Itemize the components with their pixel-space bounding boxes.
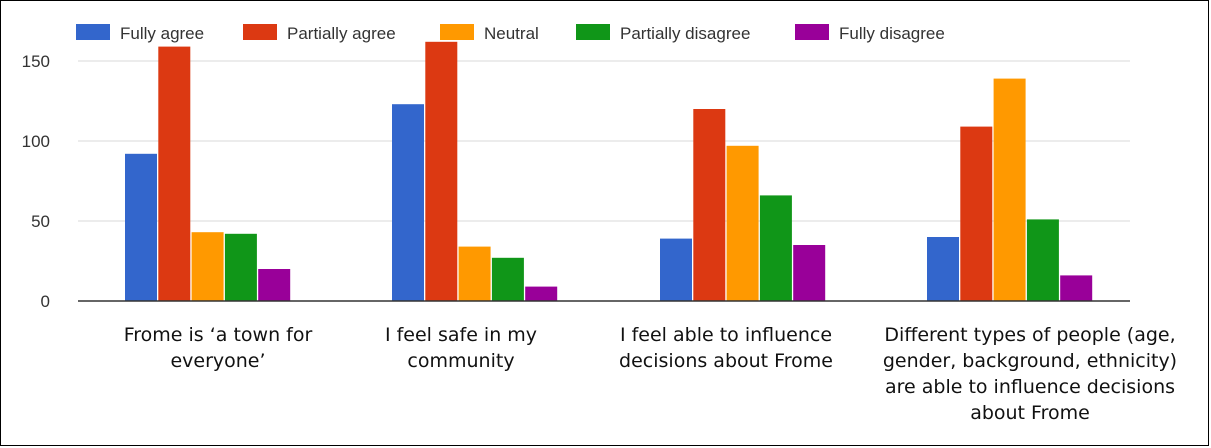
category-label: about Frome bbox=[970, 402, 1090, 424]
y-tick-label: 50 bbox=[31, 212, 50, 231]
gridlines bbox=[78, 60, 1130, 222]
bar-partially-disagree-1 bbox=[224, 233, 257, 301]
bar-partially-agree-1 bbox=[158, 46, 191, 301]
bar-partially-agree-3 bbox=[693, 109, 726, 301]
category-label: everyone’ bbox=[170, 350, 265, 372]
legend-label: Neutral bbox=[484, 24, 539, 43]
legend-label: Fully agree bbox=[120, 24, 204, 43]
category-label: gender, background, ethnicity) bbox=[883, 350, 1177, 372]
legend-swatch bbox=[440, 24, 474, 40]
bar-fully-disagree-1 bbox=[258, 269, 291, 301]
legend-swatch bbox=[243, 24, 277, 40]
bar-fully-disagree-4 bbox=[1060, 275, 1093, 301]
bar-fully-agree-1 bbox=[125, 153, 157, 301]
legend-item: Fully disagree bbox=[795, 24, 945, 43]
legend-swatch bbox=[795, 24, 829, 40]
category-label: Frome is ‘a town for bbox=[124, 324, 313, 346]
legend-label: Partially agree bbox=[287, 24, 396, 43]
y-tick-label: 0 bbox=[41, 292, 50, 311]
legend-item: Fully agree bbox=[76, 24, 204, 43]
legend-label: Partially disagree bbox=[620, 24, 750, 43]
bar-partially-agree-2 bbox=[425, 41, 458, 302]
category-label: Different types of people (age, bbox=[884, 324, 1175, 346]
bar-fully-agree-2 bbox=[392, 104, 424, 301]
y-axis-ticks: 0 50 100 150 bbox=[22, 52, 50, 311]
legend-swatch bbox=[76, 24, 110, 40]
bar-partially-disagree-3 bbox=[759, 195, 792, 301]
y-tick-label: 100 bbox=[22, 132, 50, 151]
y-tick-label: 150 bbox=[22, 52, 50, 71]
category-label: are able to influence decisions bbox=[885, 376, 1175, 398]
legend-item: Neutral bbox=[440, 24, 539, 43]
bar-neutral-1 bbox=[191, 232, 224, 301]
category-labels: Frome is ‘a town for everyone’ I feel safe… bbox=[124, 324, 1177, 424]
bar-partially-disagree-2 bbox=[491, 257, 524, 301]
bar-fully-disagree-3 bbox=[793, 245, 826, 301]
category-label: community bbox=[407, 350, 514, 372]
legend-swatch bbox=[576, 24, 610, 40]
legend-item: Partially disagree bbox=[576, 24, 750, 43]
bar-neutral-2 bbox=[458, 246, 491, 301]
legend-item: Partially agree bbox=[243, 24, 396, 43]
bar-partially-agree-4 bbox=[960, 126, 993, 301]
category-label: decisions about Frome bbox=[619, 350, 833, 372]
bar-neutral-4 bbox=[993, 78, 1026, 301]
legend-label: Fully disagree bbox=[839, 24, 945, 43]
bars bbox=[125, 41, 1093, 302]
category-label: I feel safe in my bbox=[385, 324, 537, 346]
legend: Fully agree Partially agree Neutral Partial… bbox=[76, 24, 945, 43]
category-label: I feel able to influence bbox=[620, 324, 832, 346]
bar-fully-agree-4 bbox=[927, 237, 959, 301]
bar-fully-disagree-2 bbox=[525, 286, 558, 301]
bar-partially-disagree-4 bbox=[1026, 219, 1059, 301]
bar-fully-agree-3 bbox=[660, 238, 692, 301]
bar-neutral-3 bbox=[726, 145, 759, 301]
